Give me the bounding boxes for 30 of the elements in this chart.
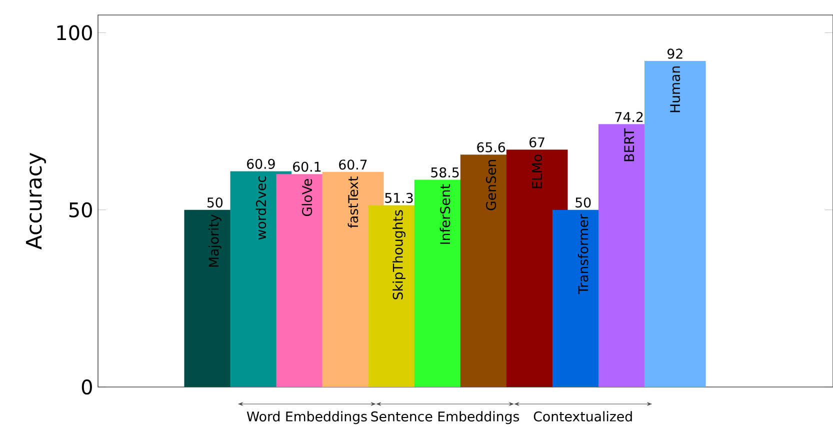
bar xyxy=(644,61,706,387)
x-tick-label: Transformer xyxy=(578,214,588,294)
text: Word Embeddings xyxy=(246,411,367,424)
x-tick-label: ELMo xyxy=(532,154,542,188)
data-label: 60.7 xyxy=(339,160,367,170)
data-label: 74.2 xyxy=(615,112,643,122)
data-label: 60.9 xyxy=(247,158,275,169)
x-tick-label: word2vec xyxy=(256,176,266,240)
data-label: 65.6 xyxy=(477,142,506,152)
data-label: 92 xyxy=(667,48,682,59)
x-tick-label: fastText xyxy=(348,176,358,228)
x-tick-label: SkipThoughts xyxy=(392,210,406,300)
x-tick-label: Majority xyxy=(208,214,222,267)
x-tick-label: Human xyxy=(670,66,680,112)
y-tick-label: 100 xyxy=(57,25,92,40)
x-tick-label: GloVe xyxy=(302,179,312,216)
y-axis-title: Accuracy xyxy=(26,152,46,250)
y-tick-label: 50 xyxy=(69,202,92,218)
data-label: 60.1 xyxy=(293,162,321,172)
x-tick-label: GenSen xyxy=(486,160,496,210)
x-tick-label: BERT xyxy=(624,128,634,162)
data-label: 51.3 xyxy=(385,192,413,203)
x-tick-label: InferSent xyxy=(440,184,450,244)
data-label: 50 xyxy=(207,197,223,208)
y-tick-label: 0 xyxy=(82,379,92,395)
data-label: 58.5 xyxy=(431,167,459,178)
text: Sentence Embeddings xyxy=(371,411,520,424)
text: Contextualized xyxy=(534,411,632,422)
data-label: 50 xyxy=(576,197,591,208)
data-label: 67 xyxy=(530,137,544,148)
